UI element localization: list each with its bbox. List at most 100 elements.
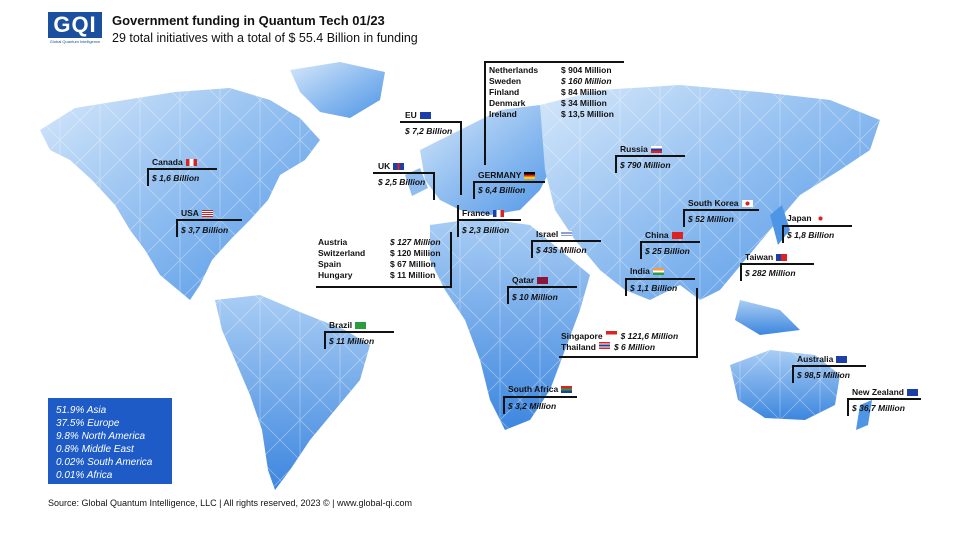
country-name: Taiwan	[745, 252, 774, 262]
callout-line	[640, 241, 642, 259]
page-subtitle: 29 total initiatives with a total of $ 5…	[112, 31, 418, 45]
uk-flag-icon	[393, 163, 405, 171]
taiwan-flag-icon	[776, 254, 788, 262]
funding-value-south-korea: $ 52 Million	[688, 214, 734, 224]
group-row: Switzerland $ 120 Million	[318, 248, 441, 259]
callout-line	[316, 286, 452, 288]
country-name: Denmark	[489, 98, 526, 108]
group-row: Netherlands $ 904 Million	[489, 65, 614, 76]
south-africa-flag-icon	[561, 386, 573, 394]
country-name: Israel	[536, 229, 559, 239]
legend-item: 37.5% Europe	[56, 418, 120, 429]
legend-item: 0.01% Africa	[56, 470, 113, 481]
south-america-landmass	[215, 295, 370, 490]
funding-value-japan: $ 1,8 Billion	[787, 230, 835, 240]
russia-flag-icon	[650, 146, 662, 154]
funding-value-taiwan: $ 282 Million	[745, 268, 796, 278]
callout-line	[683, 209, 685, 227]
callout-line	[615, 155, 685, 157]
funding-value: $ 13,5 Million	[561, 109, 614, 119]
funding-value: $ 84 Million	[561, 87, 607, 97]
callout-line	[176, 219, 178, 237]
funding-value-eu: $ 7,2 Billion	[405, 126, 453, 136]
callout-line	[625, 278, 627, 296]
group-row: Finland $ 84 Million	[489, 87, 614, 98]
callout-line	[484, 61, 486, 165]
funding-value-usa: $ 3,7 Billion	[181, 225, 229, 235]
country-name: Sweden	[489, 76, 522, 86]
callout-line	[373, 172, 435, 174]
country-name: UK	[378, 161, 391, 171]
funding-value-uk: $ 2,5 Billion	[378, 177, 426, 187]
callout-line	[847, 398, 921, 400]
group-row: Thailand $ 6 Million	[561, 342, 678, 353]
gqi-logo: GQI Global Quantum Intelligence	[48, 12, 102, 46]
callout-line	[847, 398, 849, 416]
country-name: France	[462, 208, 490, 218]
callout-line	[696, 288, 698, 358]
funding-value: $ 120 Million	[390, 248, 441, 258]
country-name: Brazil	[329, 320, 353, 330]
funding-value-south-africa: $ 3,2 Million	[508, 401, 557, 411]
funding-group-nordic: Netherlands $ 904 Million Sweden $ 160 Mil…	[489, 65, 614, 120]
country-name: Austria	[318, 237, 348, 247]
callout-line	[792, 365, 866, 367]
region-share-legend: 51.9% Asia 37.5% Europe 9.8% North Ameri…	[48, 398, 172, 484]
country-name: GERMANY	[478, 170, 522, 180]
funding-value-germany: $ 6,4 Billion	[478, 185, 526, 195]
eu-flag-icon	[419, 112, 431, 120]
callout-line	[740, 263, 814, 265]
country-label-russia: Russia	[620, 144, 662, 155]
country-name: Qatar	[512, 275, 535, 285]
country-label-india: India	[630, 266, 664, 277]
asia-landmass	[540, 85, 880, 335]
country-label-france: France	[462, 208, 504, 219]
group-row: Austria $ 127 Million	[318, 237, 441, 248]
country-label-south-korea: South Korea	[688, 198, 753, 209]
callout-line	[559, 356, 698, 358]
singapore-flag-icon	[605, 331, 617, 338]
thailand-flag-icon	[598, 342, 610, 349]
country-label-south-africa: South Africa	[508, 384, 573, 395]
callout-line	[473, 181, 475, 199]
funding-value-new-zealand: $ 36,7 Million	[852, 403, 905, 413]
page-title: Government funding in Quantum Tech 01/23	[112, 13, 385, 28]
country-label-eu: EU	[405, 110, 431, 121]
legend-item: 0.8% Middle East	[56, 444, 134, 455]
callout-line	[484, 61, 624, 63]
funding-value-china: $ 25 Billion	[645, 246, 690, 256]
germany-flag-icon	[524, 172, 536, 180]
funding-value-australia: $ 98,5 Million	[797, 370, 850, 380]
funding-group-asean: Singapore $ 121,6 Million Thailand $ 6 Mil…	[561, 331, 678, 353]
country-label-usa: USA	[181, 208, 213, 219]
australia-flag-icon	[836, 356, 848, 364]
funding-value-israel: $ 435 Million	[536, 245, 587, 255]
funding-value-russia: $ 790 Million	[620, 160, 671, 170]
callout-line	[503, 396, 505, 414]
logo-text: GQI	[48, 12, 102, 38]
callout-line	[400, 121, 462, 123]
north-america-landmass	[40, 62, 385, 300]
country-label-china: China	[645, 230, 683, 241]
funding-value: $ 34 Million	[561, 98, 607, 108]
callout-line	[457, 219, 521, 221]
country-name: EU	[405, 110, 417, 120]
country-name: Finland	[489, 87, 520, 97]
funding-group-central: Austria $ 127 Million Switzerland $ 120 Mi…	[318, 237, 441, 281]
funding-value: $ 6 Million	[613, 342, 656, 352]
funding-value: $ 904 Million	[561, 65, 612, 75]
canada-flag-icon	[185, 159, 197, 167]
callout-line	[324, 331, 394, 333]
legend-item: 51.9% Asia	[56, 405, 107, 416]
group-row: Denmark $ 34 Million	[489, 98, 614, 109]
country-name: Japan	[787, 213, 812, 223]
country-name: China	[645, 230, 669, 240]
callout-line	[625, 278, 695, 280]
callout-line	[782, 225, 852, 227]
callout-line	[324, 331, 326, 349]
callout-line	[792, 365, 794, 383]
country-name: Hungary	[318, 270, 353, 280]
country-label-germany: GERMANY	[478, 170, 536, 181]
callout-line	[531, 240, 601, 242]
france-flag-icon	[492, 210, 504, 218]
